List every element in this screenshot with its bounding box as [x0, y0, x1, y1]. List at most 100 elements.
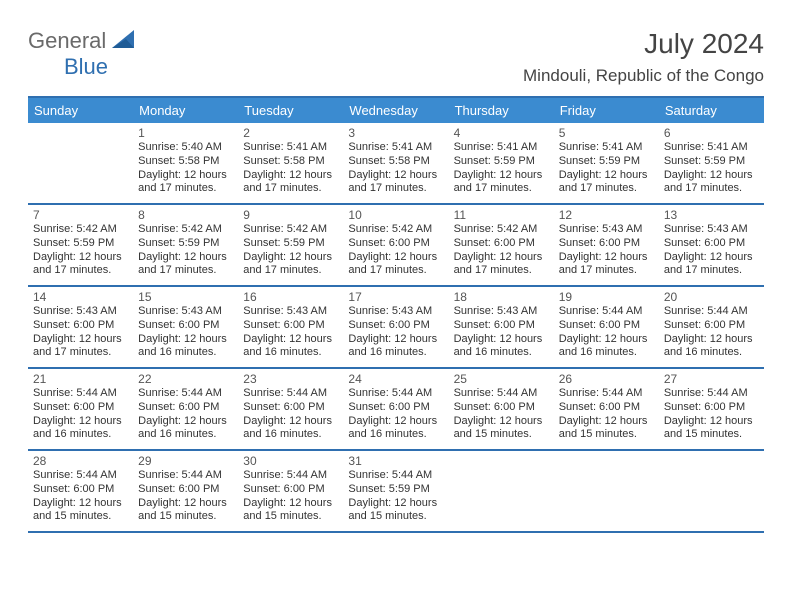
- sunset-line: Sunset: 6:00 PM: [664, 401, 759, 415]
- day-cell: 31Sunrise: 5:44 AMSunset: 5:59 PMDayligh…: [343, 451, 448, 531]
- day-number: 14: [33, 290, 128, 304]
- day-cell: 1Sunrise: 5:40 AMSunset: 5:58 PMDaylight…: [133, 123, 238, 203]
- day-cell: 14Sunrise: 5:43 AMSunset: 6:00 PMDayligh…: [28, 287, 133, 367]
- logo-text-general: General: [28, 28, 106, 53]
- day-cell: 19Sunrise: 5:44 AMSunset: 6:00 PMDayligh…: [554, 287, 659, 367]
- day-number: 30: [243, 454, 338, 468]
- daylight-line: Daylight: 12 hours and 17 minutes.: [664, 169, 759, 197]
- week-row: 1Sunrise: 5:40 AMSunset: 5:58 PMDaylight…: [28, 123, 764, 205]
- day-cell: 11Sunrise: 5:42 AMSunset: 6:00 PMDayligh…: [449, 205, 554, 285]
- day-number: 17: [348, 290, 443, 304]
- day-number: 10: [348, 208, 443, 222]
- sunrise-line: Sunrise: 5:41 AM: [454, 141, 549, 155]
- day-header-row: SundayMondayTuesdayWednesdayThursdayFrid…: [28, 98, 764, 123]
- sunset-line: Sunset: 5:58 PM: [138, 155, 233, 169]
- sunset-line: Sunset: 6:00 PM: [454, 401, 549, 415]
- sunset-line: Sunset: 6:00 PM: [243, 319, 338, 333]
- daylight-line: Daylight: 12 hours and 15 minutes.: [348, 497, 443, 525]
- day-number: 3: [348, 126, 443, 140]
- day-cell: 13Sunrise: 5:43 AMSunset: 6:00 PMDayligh…: [659, 205, 764, 285]
- sunset-line: Sunset: 6:00 PM: [454, 237, 549, 251]
- day-number: 11: [454, 208, 549, 222]
- daylight-line: Daylight: 12 hours and 17 minutes.: [33, 251, 128, 279]
- sunrise-line: Sunrise: 5:41 AM: [348, 141, 443, 155]
- day-number: 15: [138, 290, 233, 304]
- sunset-line: Sunset: 5:59 PM: [243, 237, 338, 251]
- sunset-line: Sunset: 5:59 PM: [559, 155, 654, 169]
- day-cell: 24Sunrise: 5:44 AMSunset: 6:00 PMDayligh…: [343, 369, 448, 449]
- day-number: 9: [243, 208, 338, 222]
- daylight-line: Daylight: 12 hours and 15 minutes.: [243, 497, 338, 525]
- logo-text-blue: Blue: [64, 54, 108, 79]
- day-number: 28: [33, 454, 128, 468]
- day-number: 8: [138, 208, 233, 222]
- daylight-line: Daylight: 12 hours and 15 minutes.: [664, 415, 759, 443]
- day-number: 26: [559, 372, 654, 386]
- sunset-line: Sunset: 6:00 PM: [348, 401, 443, 415]
- daylight-line: Daylight: 12 hours and 17 minutes.: [664, 251, 759, 279]
- sunrise-line: Sunrise: 5:42 AM: [348, 223, 443, 237]
- day-cell: [554, 451, 659, 531]
- title-block: July 2024 Mindouli, Republic of the Cong…: [523, 28, 764, 86]
- day-cell: 21Sunrise: 5:44 AMSunset: 6:00 PMDayligh…: [28, 369, 133, 449]
- daylight-line: Daylight: 12 hours and 16 minutes.: [348, 333, 443, 361]
- header-row: General Blue July 2024 Mindouli, Republi…: [28, 28, 764, 86]
- day-cell: 16Sunrise: 5:43 AMSunset: 6:00 PMDayligh…: [238, 287, 343, 367]
- daylight-line: Daylight: 12 hours and 16 minutes.: [348, 415, 443, 443]
- daylight-line: Daylight: 12 hours and 16 minutes.: [454, 333, 549, 361]
- daylight-line: Daylight: 12 hours and 15 minutes.: [138, 497, 233, 525]
- sunset-line: Sunset: 6:00 PM: [559, 237, 654, 251]
- calendar-grid: SundayMondayTuesdayWednesdayThursdayFrid…: [28, 96, 764, 533]
- daylight-line: Daylight: 12 hours and 16 minutes.: [33, 415, 128, 443]
- daylight-line: Daylight: 12 hours and 17 minutes.: [348, 251, 443, 279]
- day-cell: 20Sunrise: 5:44 AMSunset: 6:00 PMDayligh…: [659, 287, 764, 367]
- day-number: 18: [454, 290, 549, 304]
- sunrise-line: Sunrise: 5:44 AM: [559, 305, 654, 319]
- location-label: Mindouli, Republic of the Congo: [523, 66, 764, 86]
- sunset-line: Sunset: 5:59 PM: [33, 237, 128, 251]
- daylight-line: Daylight: 12 hours and 15 minutes.: [33, 497, 128, 525]
- sunset-line: Sunset: 6:00 PM: [664, 237, 759, 251]
- daylight-line: Daylight: 12 hours and 17 minutes.: [138, 169, 233, 197]
- sunset-line: Sunset: 6:00 PM: [243, 401, 338, 415]
- sunset-line: Sunset: 6:00 PM: [33, 401, 128, 415]
- day-cell: 15Sunrise: 5:43 AMSunset: 6:00 PMDayligh…: [133, 287, 238, 367]
- day-number: 20: [664, 290, 759, 304]
- sunrise-line: Sunrise: 5:44 AM: [348, 469, 443, 483]
- day-cell: 22Sunrise: 5:44 AMSunset: 6:00 PMDayligh…: [133, 369, 238, 449]
- day-cell: 9Sunrise: 5:42 AMSunset: 5:59 PMDaylight…: [238, 205, 343, 285]
- day-number: 21: [33, 372, 128, 386]
- day-cell: 5Sunrise: 5:41 AMSunset: 5:59 PMDaylight…: [554, 123, 659, 203]
- sunrise-line: Sunrise: 5:42 AM: [33, 223, 128, 237]
- sunset-line: Sunset: 6:00 PM: [138, 401, 233, 415]
- day-cell: 12Sunrise: 5:43 AMSunset: 6:00 PMDayligh…: [554, 205, 659, 285]
- day-cell: 18Sunrise: 5:43 AMSunset: 6:00 PMDayligh…: [449, 287, 554, 367]
- day-cell: 4Sunrise: 5:41 AMSunset: 5:59 PMDaylight…: [449, 123, 554, 203]
- daylight-line: Daylight: 12 hours and 17 minutes.: [33, 333, 128, 361]
- sunrise-line: Sunrise: 5:44 AM: [33, 387, 128, 401]
- daylight-line: Daylight: 12 hours and 17 minutes.: [243, 169, 338, 197]
- sunrise-line: Sunrise: 5:44 AM: [664, 387, 759, 401]
- day-cell: 26Sunrise: 5:44 AMSunset: 6:00 PMDayligh…: [554, 369, 659, 449]
- daylight-line: Daylight: 12 hours and 16 minutes.: [138, 415, 233, 443]
- day-cell: 6Sunrise: 5:41 AMSunset: 5:59 PMDaylight…: [659, 123, 764, 203]
- day-header: Friday: [554, 98, 659, 123]
- day-number: 12: [559, 208, 654, 222]
- daylight-line: Daylight: 12 hours and 16 minutes.: [559, 333, 654, 361]
- day-number: 27: [664, 372, 759, 386]
- day-cell: 25Sunrise: 5:44 AMSunset: 6:00 PMDayligh…: [449, 369, 554, 449]
- sunrise-line: Sunrise: 5:40 AM: [138, 141, 233, 155]
- logo: General Blue: [28, 28, 138, 80]
- sunset-line: Sunset: 6:00 PM: [33, 319, 128, 333]
- sunset-line: Sunset: 5:59 PM: [138, 237, 233, 251]
- sunset-line: Sunset: 5:59 PM: [348, 483, 443, 497]
- sunrise-line: Sunrise: 5:44 AM: [454, 387, 549, 401]
- sunrise-line: Sunrise: 5:44 AM: [138, 387, 233, 401]
- day-cell: 10Sunrise: 5:42 AMSunset: 6:00 PMDayligh…: [343, 205, 448, 285]
- sunrise-line: Sunrise: 5:43 AM: [33, 305, 128, 319]
- sunset-line: Sunset: 6:00 PM: [348, 237, 443, 251]
- day-number: 2: [243, 126, 338, 140]
- sunrise-line: Sunrise: 5:41 AM: [664, 141, 759, 155]
- sunrise-line: Sunrise: 5:44 AM: [559, 387, 654, 401]
- sunset-line: Sunset: 5:58 PM: [243, 155, 338, 169]
